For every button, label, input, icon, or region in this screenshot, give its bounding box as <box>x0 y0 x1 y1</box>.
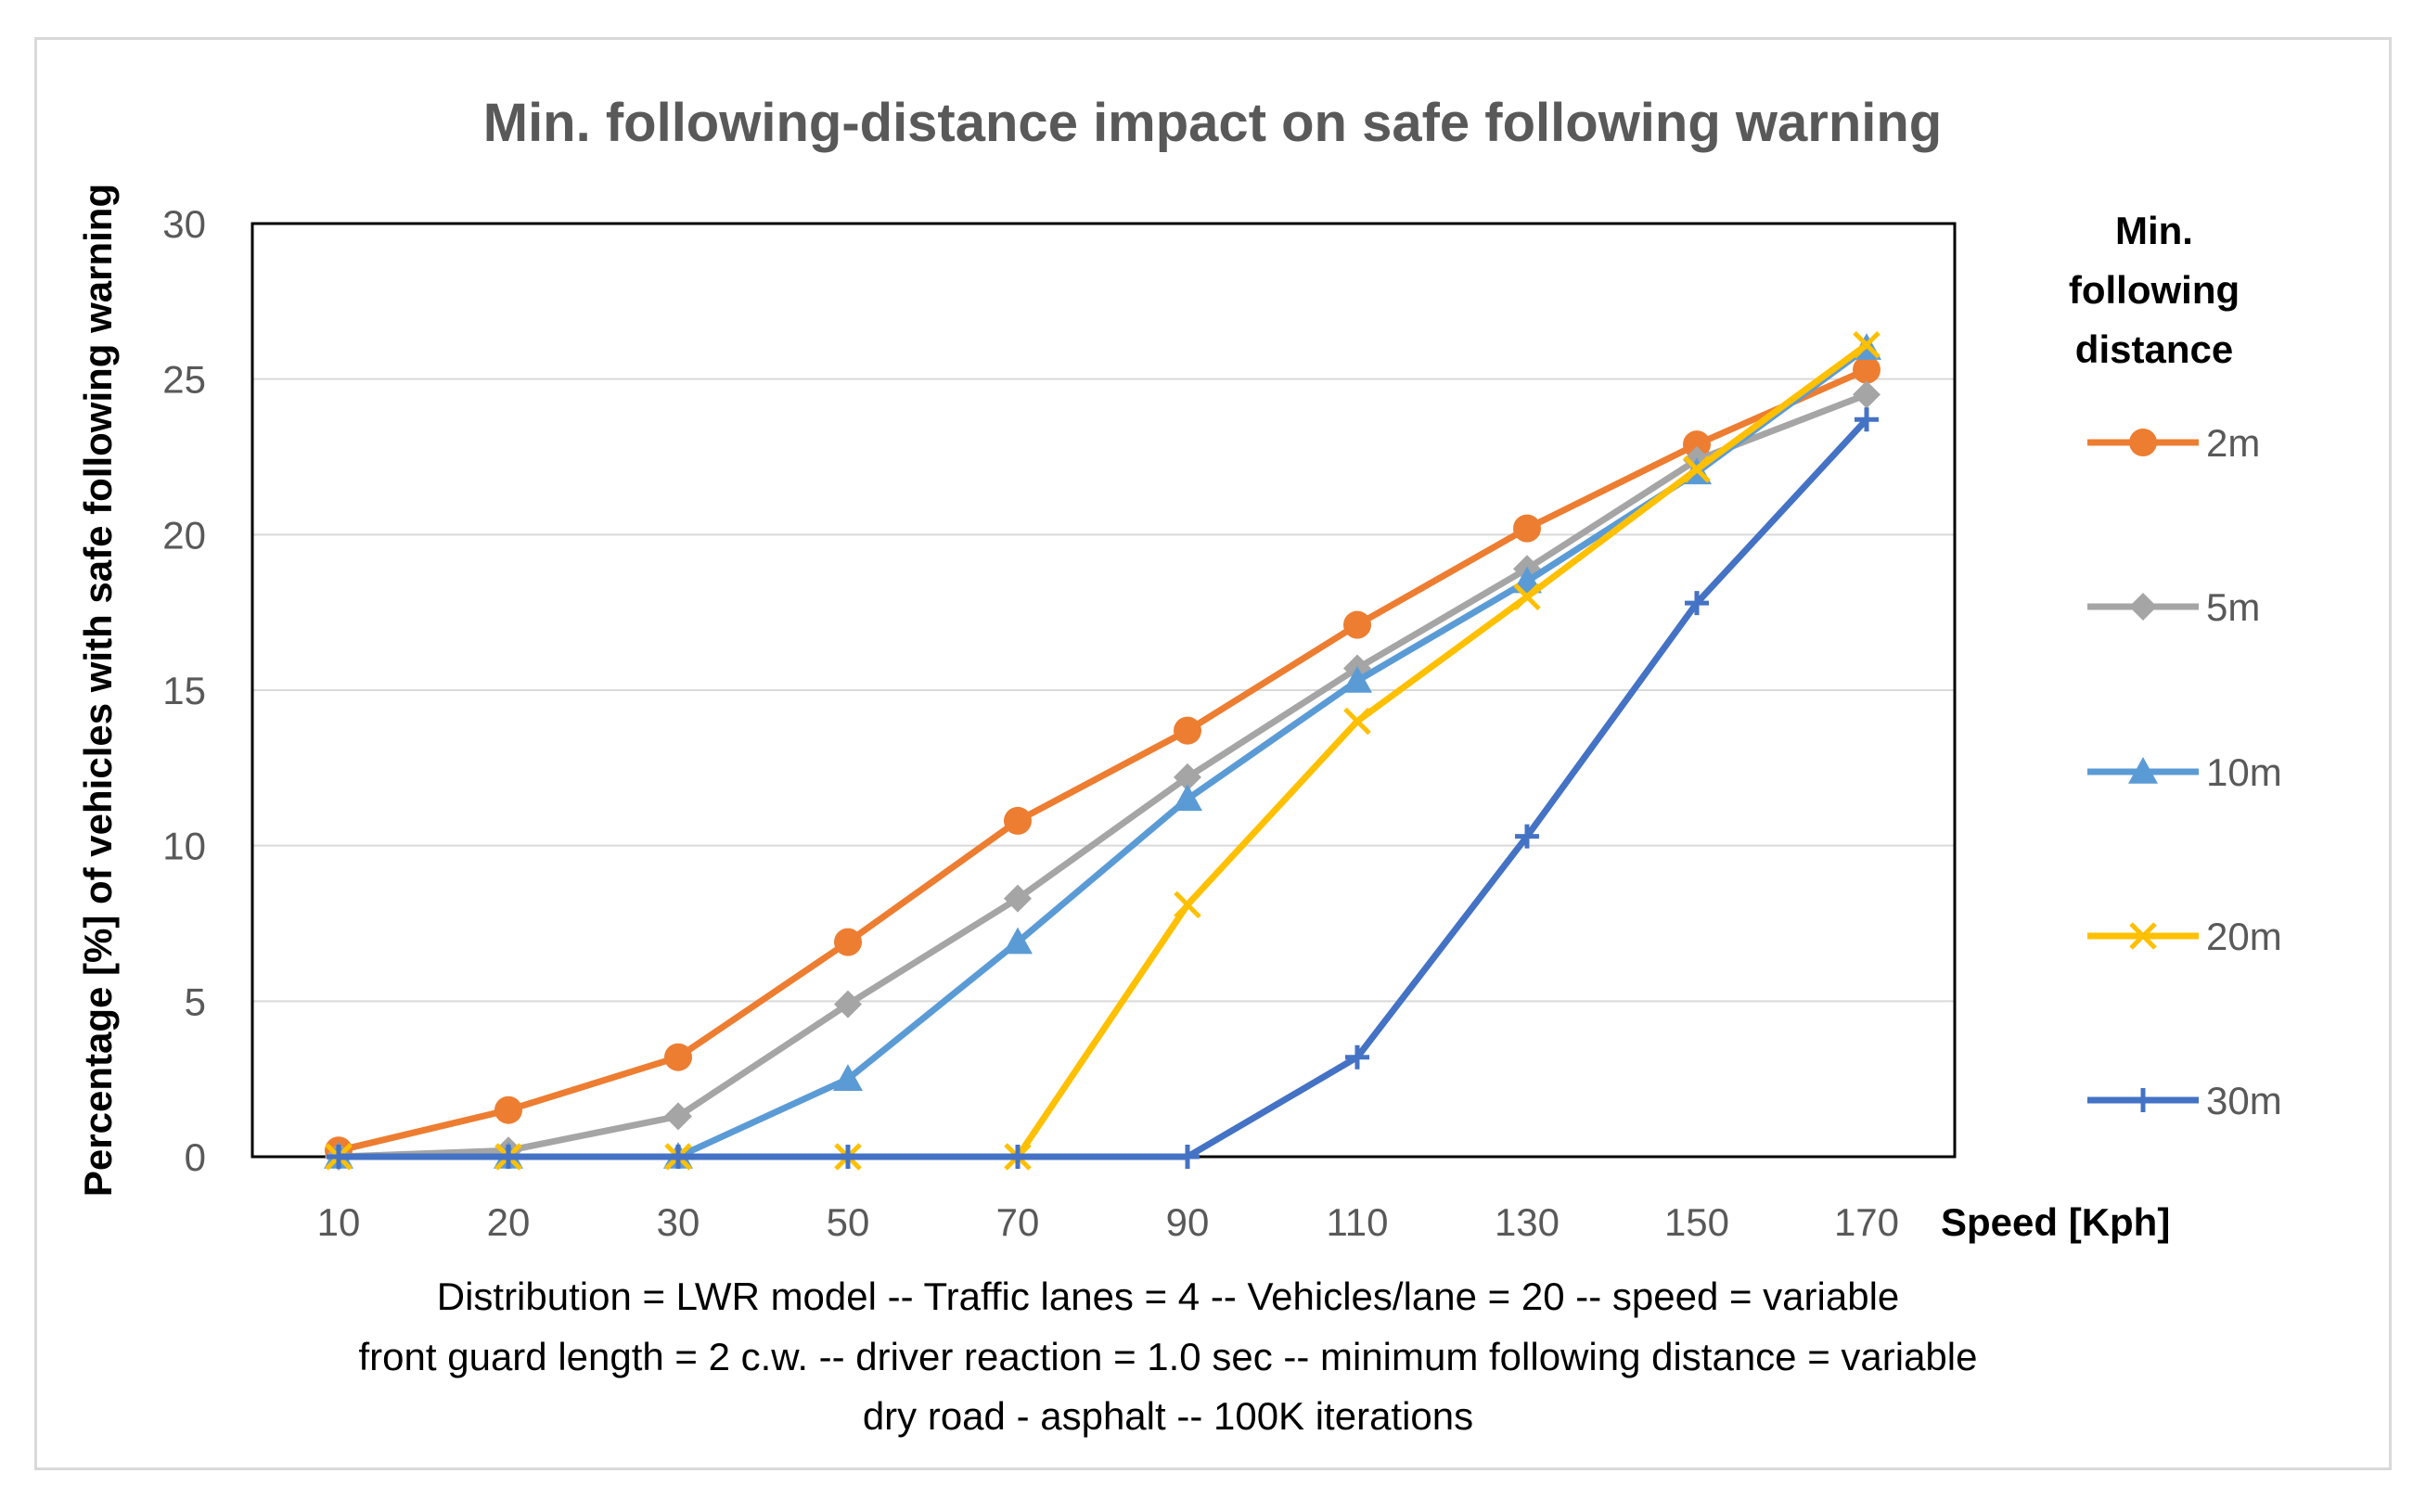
y-axis-ticks: 0 5 10 15 20 25 30 <box>162 202 206 1179</box>
data-point-5m-50 <box>834 990 862 1019</box>
data-point-10m-90 <box>1173 784 1202 812</box>
caption-line-1: Distribution = LWR model -- Traffic lane… <box>437 1275 1900 1318</box>
y-tick-label: 10 <box>162 825 206 868</box>
data-point-30m-130 <box>1515 824 1539 849</box>
legend-label-2m: 2m <box>2206 421 2260 465</box>
legend-title-line-3: distance <box>2075 327 2233 371</box>
chart-caption: Distribution = LWR model -- Traffic lane… <box>359 1275 1978 1438</box>
legend: Min. following distance 2m 5m 10m 20m 30m <box>2069 209 2282 1122</box>
legend-item-20m: 20m <box>2087 915 2282 958</box>
data-point-30m-170 <box>1855 407 1879 432</box>
x-axis-title: Speed [Kph] <box>1941 1200 2170 1244</box>
legend-title-line-1: Min. <box>2115 209 2193 252</box>
legend-marker-20m <box>2129 922 2157 950</box>
legend-marker-2m <box>2129 429 2157 456</box>
x-tick-label: 130 <box>1495 1200 1560 1244</box>
data-point-5m-170 <box>1853 380 1880 409</box>
data-point-30m-90 <box>1175 1145 1200 1169</box>
series-layer <box>324 331 1881 1171</box>
y-tick-label: 15 <box>162 669 206 712</box>
data-point-5m-70 <box>1004 884 1032 913</box>
caption-line-3: dry road - asphalt -- 100K iterations <box>863 1394 1473 1438</box>
x-tick-label: 110 <box>1327 1200 1389 1244</box>
data-point-30m-10 <box>327 1145 351 1169</box>
data-point-2m-20 <box>494 1096 522 1124</box>
legend-title-line-2: following <box>2069 268 2240 312</box>
data-point-20m-90 <box>1174 891 1201 919</box>
data-point-10m-50 <box>833 1064 863 1091</box>
x-tick-label: 30 <box>657 1200 700 1244</box>
caption-line-2: front guard length = 2 c.w. -- driver re… <box>359 1335 1978 1378</box>
legend-item-2m: 2m <box>2087 421 2260 465</box>
x-tick-label: 90 <box>1166 1200 1210 1244</box>
y-axis-title: Percentage [%] of vehicles with safe fol… <box>76 184 120 1197</box>
data-point-2m-130 <box>1513 514 1541 543</box>
legend-marker-5m <box>2129 593 2157 621</box>
x-tick-label: 170 <box>1834 1200 1899 1244</box>
data-point-30m-20 <box>496 1145 520 1169</box>
x-axis-ticks: 10 20 30 50 70 90 110 130 150 170 <box>317 1200 1899 1244</box>
data-point-2m-90 <box>1174 716 1201 745</box>
data-point-10m-70 <box>1003 927 1033 955</box>
legend-marker-10m <box>2128 757 2158 784</box>
chart-frame <box>34 37 2392 1470</box>
chart-title: Min. following-distance impact on safe f… <box>483 93 1943 153</box>
data-point-30m-110 <box>1345 1044 1369 1070</box>
data-point-2m-70 <box>1004 806 1032 835</box>
gridlines <box>252 378 1955 1003</box>
legend-label-10m: 10m <box>2206 750 2282 794</box>
y-tick-label: 20 <box>162 513 206 557</box>
data-point-5m-90 <box>1174 762 1201 791</box>
series-line-20m <box>335 341 1870 1160</box>
series-10m <box>324 333 1881 1169</box>
x-tick-label: 20 <box>487 1200 531 1244</box>
series-20m <box>325 331 1880 1171</box>
data-point-2m-50 <box>834 928 862 956</box>
data-point-2m-150 <box>1683 430 1711 459</box>
legend-item-10m: 10m <box>2087 750 2282 794</box>
y-tick-label: 0 <box>185 1135 206 1179</box>
data-point-20m-110 <box>1343 707 1371 736</box>
legend-label-20m: 20m <box>2206 915 2282 958</box>
x-tick-label: 150 <box>1664 1200 1729 1244</box>
data-point-10m-110 <box>1342 665 1372 693</box>
data-point-30m-70 <box>1006 1145 1030 1169</box>
series-2m <box>325 355 1880 1165</box>
data-point-2m-170 <box>1853 355 1880 384</box>
legend-item-5m: 5m <box>2087 585 2260 629</box>
series-30m <box>327 407 1879 1169</box>
legend-label-30m: 30m <box>2206 1079 2282 1122</box>
series-line-5m <box>335 391 1870 1160</box>
legend-marker-30m <box>2131 1088 2155 1112</box>
series-line-2m <box>335 366 1870 1154</box>
data-point-30m-50 <box>836 1145 860 1169</box>
data-point-5m-30 <box>664 1102 692 1131</box>
x-tick-label: 10 <box>317 1200 361 1244</box>
series-line-30m <box>335 416 1870 1160</box>
data-point-20m-170 <box>1853 331 1880 359</box>
x-tick-label: 50 <box>827 1200 870 1244</box>
data-point-20m-150 <box>1683 455 1711 483</box>
y-tick-label: 25 <box>162 358 206 402</box>
data-point-2m-30 <box>664 1043 692 1071</box>
x-tick-label: 70 <box>996 1200 1040 1244</box>
data-point-2m-110 <box>1343 610 1371 639</box>
legend-items: 2m 5m 10m 20m 30m <box>2087 421 2282 1122</box>
y-tick-label: 30 <box>162 202 206 246</box>
data-point-30m-30 <box>666 1145 690 1169</box>
data-point-30m-150 <box>1685 591 1709 616</box>
legend-item-30m: 30m <box>2087 1079 2282 1122</box>
legend-label-5m: 5m <box>2206 585 2260 629</box>
y-tick-label: 5 <box>185 980 206 1023</box>
data-point-20m-130 <box>1513 583 1541 611</box>
